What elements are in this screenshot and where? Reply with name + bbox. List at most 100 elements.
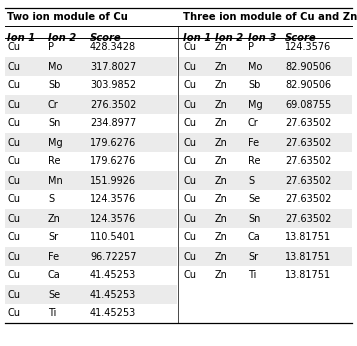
Text: Mn: Mn <box>48 175 63 185</box>
Bar <box>5 114 177 133</box>
Text: Zn: Zn <box>215 175 228 185</box>
Bar <box>179 114 352 133</box>
Text: Cu: Cu <box>183 194 196 204</box>
Text: Zn: Zn <box>215 271 228 281</box>
Text: Cu: Cu <box>7 43 20 53</box>
Bar <box>179 209 352 228</box>
Text: Sr: Sr <box>248 252 258 262</box>
Text: Ca: Ca <box>248 233 261 243</box>
Text: P: P <box>248 43 254 53</box>
Text: Cu: Cu <box>183 43 196 53</box>
Text: Cr: Cr <box>248 118 259 128</box>
Text: Mo: Mo <box>48 62 62 72</box>
Text: Cu: Cu <box>183 271 196 281</box>
Bar <box>5 266 177 285</box>
Text: 69.08755: 69.08755 <box>285 100 331 109</box>
Text: Zn: Zn <box>215 252 228 262</box>
Text: Ion 1: Ion 1 <box>183 33 211 43</box>
Text: 317.8027: 317.8027 <box>90 62 136 72</box>
Text: 124.3576: 124.3576 <box>90 213 136 224</box>
Text: Two ion module of Cu: Two ion module of Cu <box>7 12 128 22</box>
Text: 179.6276: 179.6276 <box>90 137 136 147</box>
Text: 13.81751: 13.81751 <box>285 233 331 243</box>
Text: Cr: Cr <box>48 100 59 109</box>
Text: Cu: Cu <box>183 118 196 128</box>
Text: Sr: Sr <box>48 233 58 243</box>
Text: 27.63502: 27.63502 <box>285 156 331 166</box>
Text: Cu: Cu <box>183 100 196 109</box>
Text: Score: Score <box>285 33 317 43</box>
Text: Ion 2: Ion 2 <box>215 33 243 43</box>
Text: Cu: Cu <box>7 309 20 319</box>
Text: Cu: Cu <box>7 156 20 166</box>
Text: Fe: Fe <box>48 252 59 262</box>
Text: Mg: Mg <box>48 137 62 147</box>
Bar <box>5 57 177 76</box>
Text: Cu: Cu <box>7 118 20 128</box>
Text: 27.63502: 27.63502 <box>285 175 331 185</box>
Bar <box>5 152 177 171</box>
Text: Mo: Mo <box>248 62 262 72</box>
Bar <box>179 190 352 209</box>
Text: S: S <box>48 194 54 204</box>
Text: 124.3576: 124.3576 <box>285 43 331 53</box>
Text: 27.63502: 27.63502 <box>285 118 331 128</box>
Bar <box>179 266 352 285</box>
Text: 303.9852: 303.9852 <box>90 81 136 91</box>
Text: Fe: Fe <box>248 137 259 147</box>
Text: 13.81751: 13.81751 <box>285 252 331 262</box>
Text: 96.72257: 96.72257 <box>90 252 136 262</box>
Text: Cu: Cu <box>183 137 196 147</box>
Text: Zn: Zn <box>48 213 61 224</box>
Text: 234.8977: 234.8977 <box>90 118 136 128</box>
Text: Zn: Zn <box>215 233 228 243</box>
Text: P: P <box>48 43 54 53</box>
Text: Cu: Cu <box>183 175 196 185</box>
Text: 82.90506: 82.90506 <box>285 62 331 72</box>
Text: Cu: Cu <box>7 62 20 72</box>
Bar <box>5 95 177 114</box>
Text: Ion 3: Ion 3 <box>248 33 276 43</box>
Bar <box>5 285 177 304</box>
Text: Zn: Zn <box>215 81 228 91</box>
Bar <box>179 57 352 76</box>
Text: Cu: Cu <box>183 62 196 72</box>
Text: Sn: Sn <box>48 118 60 128</box>
Text: Re: Re <box>48 156 60 166</box>
Bar <box>179 95 352 114</box>
Bar <box>5 171 177 190</box>
Text: Re: Re <box>248 156 261 166</box>
Bar <box>5 133 177 152</box>
Text: 27.63502: 27.63502 <box>285 137 331 147</box>
Text: 179.6276: 179.6276 <box>90 156 136 166</box>
Text: Cu: Cu <box>7 100 20 109</box>
Text: Cu: Cu <box>183 81 196 91</box>
Text: 27.63502: 27.63502 <box>285 213 331 224</box>
Text: Ti: Ti <box>248 271 256 281</box>
Bar <box>5 190 177 209</box>
Text: 110.5401: 110.5401 <box>90 233 136 243</box>
Text: Zn: Zn <box>215 156 228 166</box>
Text: Zn: Zn <box>215 118 228 128</box>
Text: Sb: Sb <box>48 81 60 91</box>
Text: Cu: Cu <box>7 81 20 91</box>
Bar <box>179 171 352 190</box>
Text: 27.63502: 27.63502 <box>285 194 331 204</box>
Text: 41.45253: 41.45253 <box>90 271 136 281</box>
Text: S: S <box>248 175 254 185</box>
Text: Cu: Cu <box>7 213 20 224</box>
Bar <box>5 38 177 57</box>
Text: Mg: Mg <box>248 100 263 109</box>
Text: Cu: Cu <box>7 271 20 281</box>
Text: 13.81751: 13.81751 <box>285 271 331 281</box>
Text: Cu: Cu <box>183 233 196 243</box>
Text: Cu: Cu <box>7 290 20 300</box>
Text: Zn: Zn <box>215 194 228 204</box>
Bar <box>5 228 177 247</box>
Text: Ion 1: Ion 1 <box>7 33 35 43</box>
Text: 276.3502: 276.3502 <box>90 100 136 109</box>
Text: Cu: Cu <box>7 175 20 185</box>
Text: Cu: Cu <box>183 213 196 224</box>
Bar <box>5 209 177 228</box>
Text: Se: Se <box>48 290 60 300</box>
